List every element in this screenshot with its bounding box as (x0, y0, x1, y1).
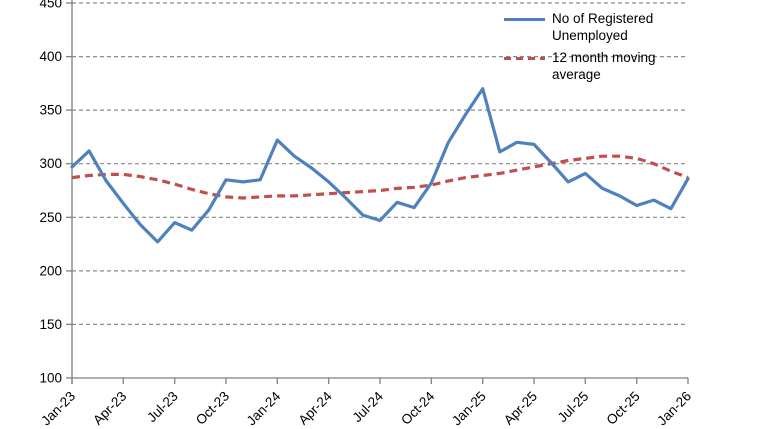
solid-line-icon (504, 18, 545, 22)
x-tick-label: Jan-25 (449, 389, 489, 429)
legend-label-registered-unemployed: No of Registered Unemployed (552, 11, 654, 43)
x-tick-label: Jul-25 (555, 389, 592, 426)
x-tick-label: Jan-24 (244, 388, 284, 428)
series-line-no-of-registered-unemployed (70, 87, 690, 244)
x-tick-label: Jul-24 (350, 388, 387, 425)
series-line-12-month-moving-average (71, 154, 689, 200)
x-tick-label: Jan-26 (654, 389, 694, 429)
y-tick-label: 100 (39, 371, 62, 386)
x-tick-label: Jul-23 (144, 389, 181, 426)
legend: No of Registered Unemployed 12 month mov… (504, 11, 679, 89)
x-tick-label: Oct-25 (604, 389, 643, 428)
legend-label-moving-average: 12 month moving average (552, 50, 656, 82)
x-tick-label: Oct-24 (398, 388, 438, 428)
legend-item-registered-unemployed: No of Registered Unemployed (504, 11, 679, 44)
legend-item-moving-average: 12 month moving average (504, 50, 679, 83)
y-tick-label: 200 (39, 263, 62, 278)
y-tick-label: 150 (39, 317, 62, 332)
x-tick-label: Apr-24 (296, 388, 336, 428)
dashed-line-icon (504, 57, 545, 61)
x-tick-label: Apr-23 (90, 389, 129, 428)
y-tick-label: 400 (39, 49, 62, 64)
y-tick-label: 450 (39, 0, 62, 11)
x-tick-label: Oct-23 (193, 389, 232, 428)
y-tick-label: 300 (39, 156, 62, 171)
y-tick-label: 250 (39, 210, 62, 225)
y-tick-label: 350 (39, 103, 62, 118)
x-tick-label: Apr-25 (501, 389, 540, 428)
x-tick-label: Jan-23 (38, 389, 78, 429)
